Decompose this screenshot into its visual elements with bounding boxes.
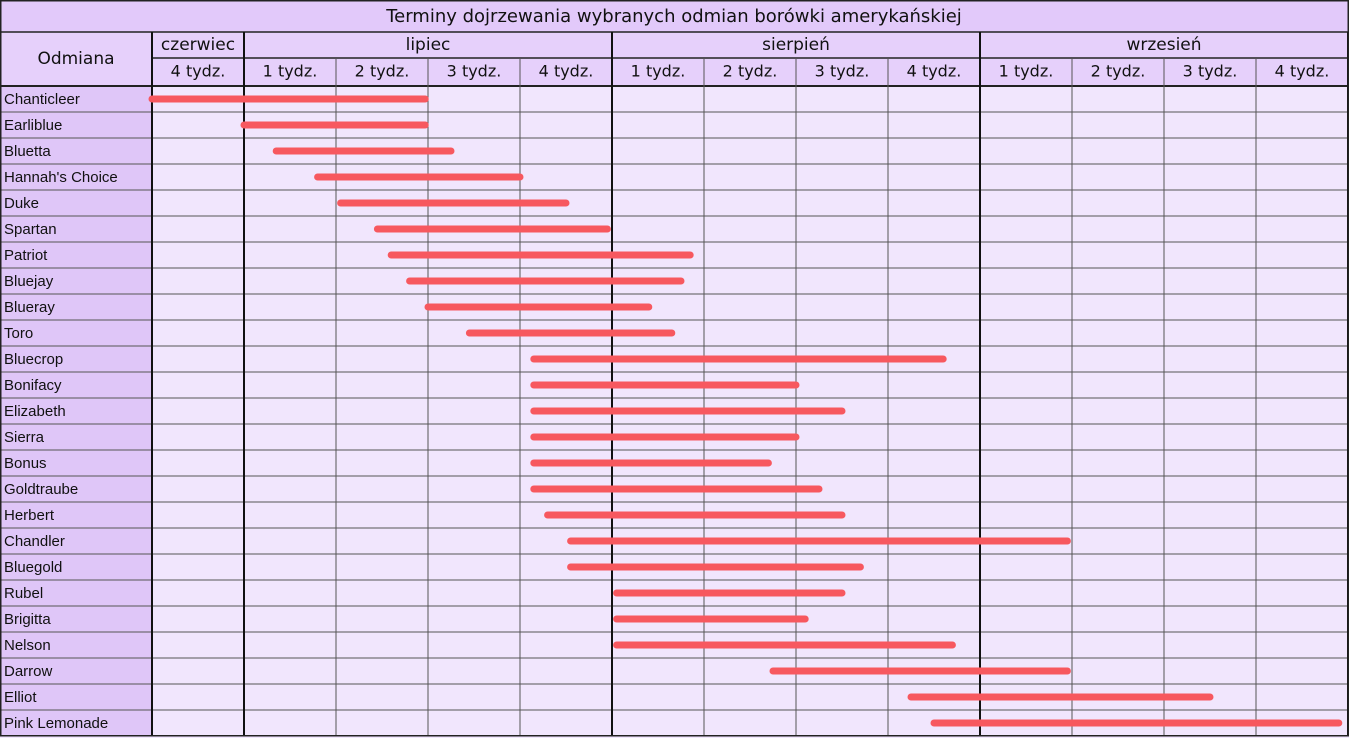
variety-label: Bluetta [4, 143, 51, 160]
month-label: czerwiec [161, 35, 235, 55]
variety-label: Elliot [4, 689, 37, 706]
week-label: 4 tydz. [539, 62, 594, 81]
label-column [0, 86, 152, 736]
variety-label: Brigitta [4, 611, 51, 628]
variety-label: Pink Lemonade [4, 715, 108, 732]
variety-label: Bonifacy [4, 377, 62, 394]
variety-label: Bluejay [4, 273, 54, 290]
category-header: Odmiana [37, 49, 114, 69]
variety-label: Elizabeth [4, 403, 66, 420]
week-label: 1 tydz. [263, 62, 318, 81]
week-label: 4 tydz. [171, 62, 226, 81]
variety-label: Chanticleer [4, 91, 80, 108]
month-label: wrzesień [1126, 35, 1201, 55]
week-label: 3 tydz. [1183, 62, 1238, 81]
week-label: 2 tydz. [1091, 62, 1146, 81]
variety-label: Rubel [4, 585, 43, 602]
variety-label: Toro [4, 325, 33, 342]
variety-label: Darrow [4, 663, 53, 680]
month-label: sierpień [762, 35, 830, 55]
variety-label: Sierra [4, 429, 45, 446]
variety-label: Blueray [4, 299, 55, 316]
variety-label: Bluegold [4, 559, 62, 576]
variety-label: Bluecrop [4, 351, 63, 368]
variety-label: Nelson [4, 637, 51, 654]
variety-label: Bonus [4, 455, 47, 472]
variety-label: Duke [4, 195, 39, 212]
chart-title: Terminy dojrzewania wybranych odmian bor… [385, 6, 962, 27]
week-label: 2 tydz. [355, 62, 410, 81]
variety-label: Chandler [4, 533, 65, 550]
variety-label: Earliblue [4, 117, 62, 134]
title-cell [0, 0, 1348, 32]
week-label: 3 tydz. [815, 62, 870, 81]
week-label: 1 tydz. [999, 62, 1054, 81]
week-label: 4 tydz. [1275, 62, 1330, 81]
week-label: 1 tydz. [631, 62, 686, 81]
header-cell [0, 32, 1348, 86]
variety-label: Goldtraube [4, 481, 78, 498]
variety-label: Hannah's Choice [4, 169, 118, 186]
variety-label: Herbert [4, 507, 55, 524]
variety-label: Patriot [4, 247, 48, 264]
week-label: 3 tydz. [447, 62, 502, 81]
variety-label: Spartan [4, 221, 57, 238]
week-label: 4 tydz. [907, 62, 962, 81]
week-label: 2 tydz. [723, 62, 778, 81]
month-label: lipiec [406, 35, 451, 55]
